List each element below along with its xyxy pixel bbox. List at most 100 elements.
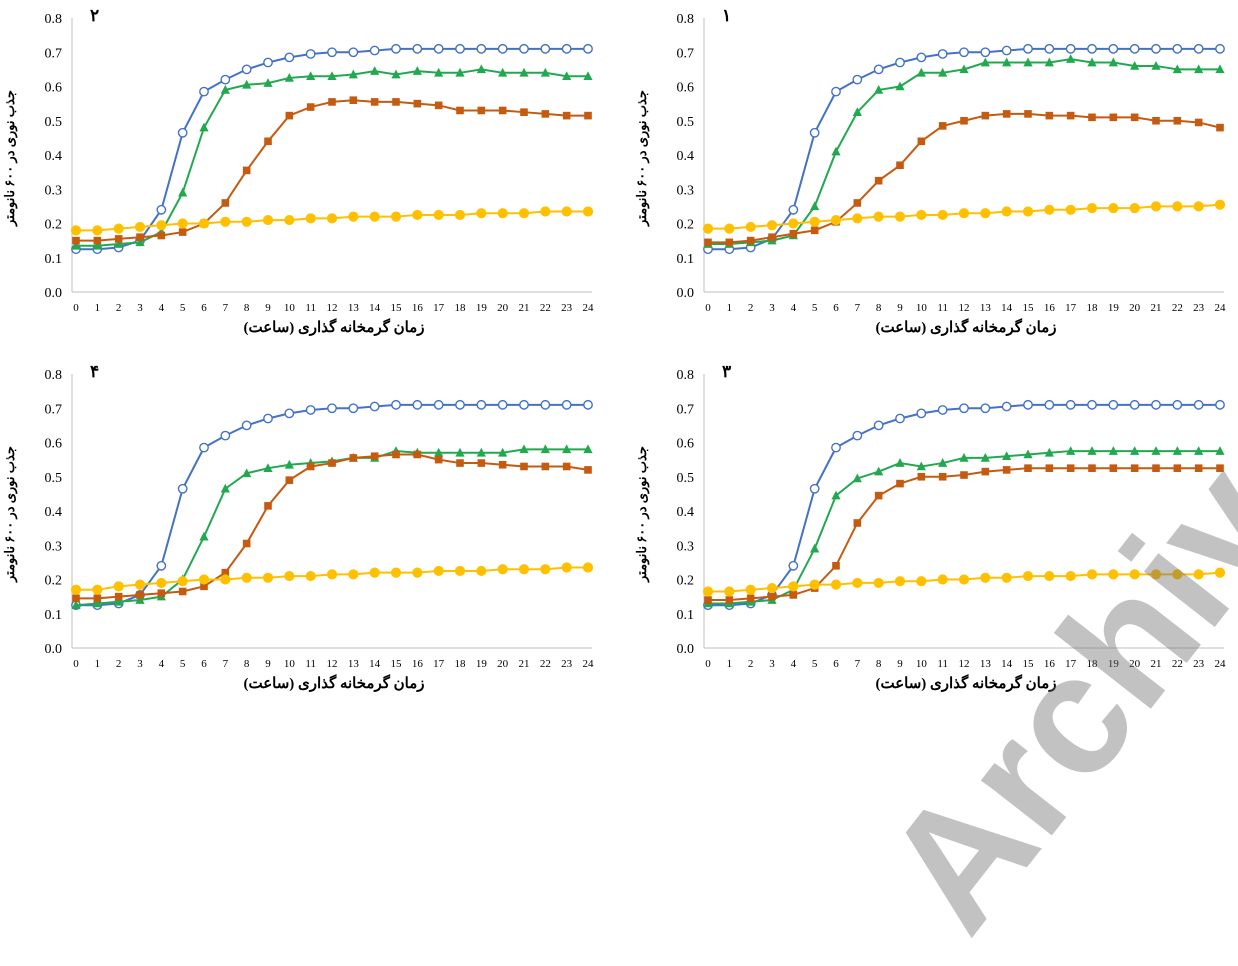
data-point bbox=[1215, 399, 1225, 410]
x-tick-label: 6 bbox=[833, 302, 839, 314]
data-point bbox=[1193, 43, 1204, 54]
data-point bbox=[135, 595, 145, 604]
data-point bbox=[370, 98, 379, 106]
data-point bbox=[136, 233, 144, 241]
x-tick-label: 0 bbox=[705, 658, 711, 670]
data-point bbox=[220, 216, 231, 227]
data-point bbox=[852, 213, 863, 224]
data-point bbox=[746, 594, 755, 603]
data-point bbox=[980, 208, 991, 219]
data-point bbox=[852, 577, 863, 589]
data-point bbox=[852, 107, 862, 116]
data-point bbox=[285, 476, 294, 484]
data-point bbox=[704, 596, 712, 604]
data-point bbox=[1024, 464, 1032, 472]
x-tick-label: 16 bbox=[412, 658, 424, 670]
data-point bbox=[745, 221, 756, 233]
data-point bbox=[583, 399, 593, 410]
data-point bbox=[242, 539, 251, 548]
data-point bbox=[1130, 60, 1140, 70]
data-point bbox=[895, 413, 905, 424]
y-tick-label: 0.2 bbox=[677, 574, 695, 589]
chart-svg: 0.00.10.20.30.40.50.60.70.80 1 2 3 4 5 6 7 8 9 10 1… bbox=[677, 12, 1227, 314]
data-point bbox=[392, 450, 400, 459]
data-point bbox=[1129, 569, 1140, 580]
data-point bbox=[434, 447, 444, 457]
data-point bbox=[433, 43, 444, 54]
data-point bbox=[1214, 199, 1226, 210]
data-point bbox=[1088, 464, 1096, 472]
x-tick-label: 10 bbox=[284, 302, 296, 314]
panel-label: ۱ bbox=[722, 6, 732, 25]
x-tick-label: 23 bbox=[561, 658, 573, 670]
data-point bbox=[70, 225, 82, 236]
data-point bbox=[725, 238, 734, 247]
data-point bbox=[894, 576, 906, 587]
data-point bbox=[540, 444, 550, 454]
data-point bbox=[980, 47, 991, 58]
x-tick-label: 9 bbox=[897, 658, 903, 670]
data-point bbox=[724, 586, 735, 597]
data-point bbox=[476, 565, 487, 577]
data-point bbox=[220, 84, 230, 94]
data-point bbox=[938, 122, 947, 130]
data-point bbox=[1129, 43, 1140, 54]
data-point bbox=[583, 444, 593, 454]
x-tick-label: 10 bbox=[916, 302, 928, 314]
x-tick-label: 23 bbox=[1193, 302, 1205, 314]
data-point bbox=[1023, 449, 1033, 459]
data-point bbox=[1172, 399, 1183, 410]
x-tick-label: 15 bbox=[391, 302, 403, 314]
x-tick-label: 11 bbox=[937, 658, 948, 670]
data-point bbox=[92, 584, 103, 595]
data-point bbox=[284, 408, 295, 419]
data-point bbox=[1151, 60, 1161, 70]
data-point bbox=[518, 208, 530, 219]
x-tick-label: 0 bbox=[73, 658, 79, 670]
data-point bbox=[541, 110, 550, 118]
data-point bbox=[540, 564, 551, 575]
data-point bbox=[390, 211, 402, 222]
data-point bbox=[916, 576, 927, 587]
x-tick-label: 22 bbox=[540, 658, 551, 670]
x-tick-label: 5 bbox=[180, 302, 186, 314]
x-tick-label: 18 bbox=[1087, 658, 1099, 670]
y-tick-label: 0.2 bbox=[677, 218, 695, 233]
data-point bbox=[370, 66, 380, 75]
data-point bbox=[241, 420, 252, 431]
data-point bbox=[830, 579, 842, 590]
y-tick-label: 0.3 bbox=[45, 539, 63, 554]
x-tick-label: 13 bbox=[980, 658, 992, 670]
data-point bbox=[830, 214, 842, 226]
data-point bbox=[916, 209, 927, 221]
data-point bbox=[456, 459, 464, 467]
data-point bbox=[327, 71, 337, 81]
data-point bbox=[788, 560, 799, 571]
data-point bbox=[1108, 399, 1119, 410]
x-tick-label: 12 bbox=[959, 302, 970, 314]
x-tick-label: 19 bbox=[476, 302, 488, 314]
data-point bbox=[157, 231, 166, 240]
data-point bbox=[874, 176, 883, 185]
data-point bbox=[852, 473, 862, 483]
y-tick-label: 0.7 bbox=[45, 402, 63, 417]
x-tick-label: 17 bbox=[1065, 302, 1077, 314]
y-tick-label: 0.6 bbox=[677, 437, 695, 452]
data-point bbox=[497, 43, 508, 54]
data-point bbox=[540, 67, 550, 77]
data-point bbox=[1066, 54, 1076, 63]
data-point bbox=[938, 67, 948, 77]
x-tick-label: 9 bbox=[897, 302, 903, 314]
x-tick-label: 18 bbox=[455, 658, 467, 670]
data-point bbox=[704, 238, 712, 247]
data-point bbox=[541, 462, 550, 471]
data-point bbox=[1130, 113, 1139, 122]
data-point bbox=[958, 574, 970, 585]
data-point bbox=[156, 577, 167, 589]
x-tick-label: 2 bbox=[748, 302, 754, 314]
data-point bbox=[1002, 466, 1011, 474]
x-tick-label: 8 bbox=[876, 302, 882, 314]
data-point bbox=[305, 213, 316, 224]
data-point bbox=[789, 229, 798, 238]
x-tick-label: 7 bbox=[855, 658, 861, 670]
